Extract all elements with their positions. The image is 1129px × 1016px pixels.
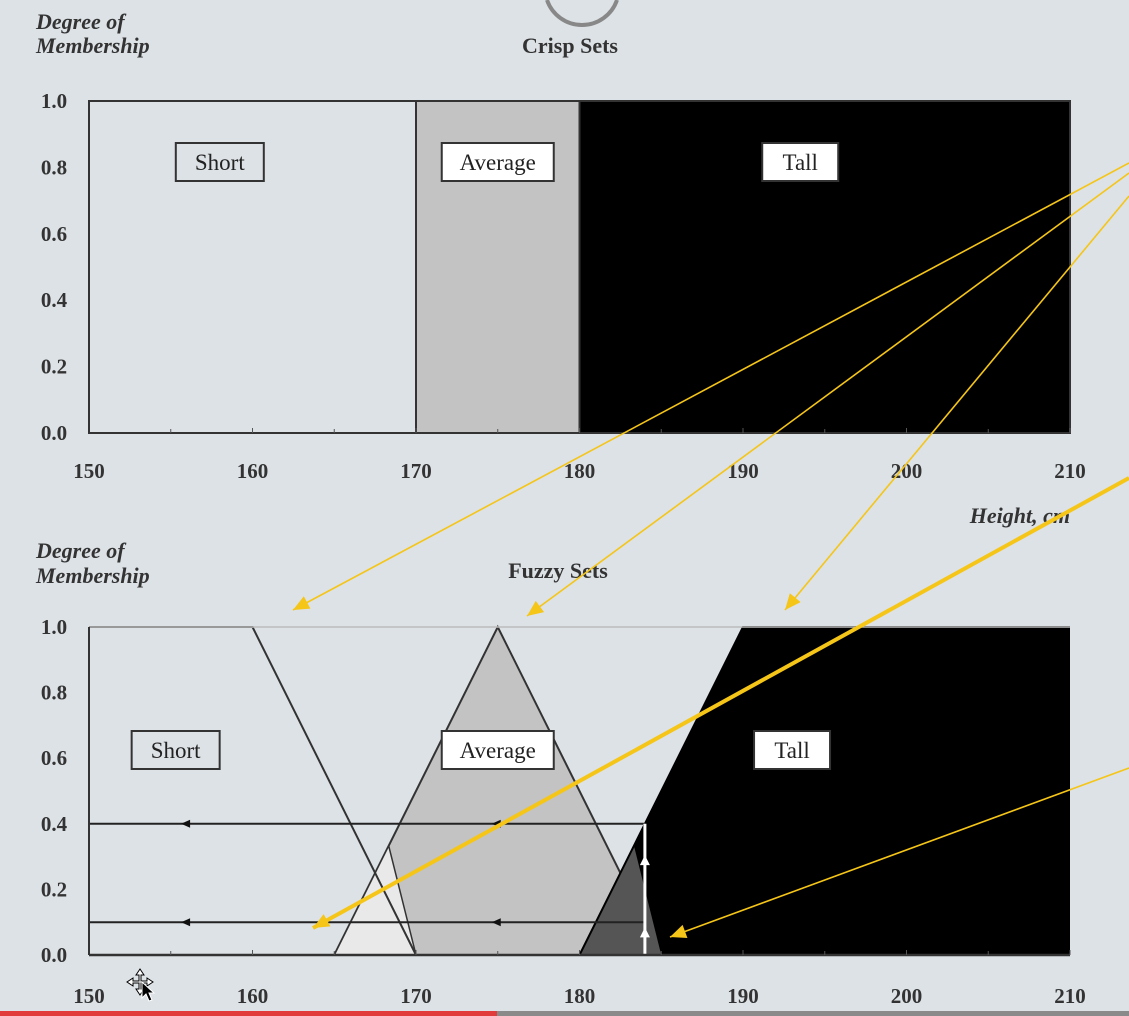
crisp-xtick-label: 150 (73, 459, 105, 483)
yellow-annotation-arrow (669, 767, 1129, 938)
yellow-annotation-arrow (784, 195, 1129, 611)
crisp-ytick-label: 0.0 (41, 421, 67, 445)
crisp-ytick-label: 0.8 (41, 155, 67, 179)
fuzzy-title: Fuzzy Sets (508, 558, 608, 583)
fuzzy-ytick-label: 0.2 (41, 877, 67, 901)
fuzzy-tall-label-text: Tall (774, 738, 809, 763)
crisp-average-label: Average (440, 142, 555, 182)
fuzzy-xtick-label: 160 (237, 984, 269, 1008)
crisp-ytick-label: 1.0 (41, 89, 67, 113)
fuzzy-xtick-label: 170 (400, 984, 432, 1008)
fuzzy-ytick-label: 0.6 (41, 746, 67, 770)
fuzzy-marker-arrowhead (639, 927, 650, 938)
video-progress-bar[interactable] (0, 1011, 497, 1016)
crisp-xtick-label: 190 (727, 459, 759, 483)
fuzzy-xtick-label: 180 (564, 984, 596, 1008)
fuzzy-ylabel-line2: Membership (35, 563, 150, 588)
crisp-average-label-text: Average (460, 150, 536, 175)
crisp-ytick-label: 0.2 (41, 355, 67, 379)
crisp-tall-label-text: Tall (783, 150, 818, 175)
fuzzy-level-arrowhead (181, 819, 191, 828)
yellow-annotation-arrow (312, 476, 1129, 930)
yellow-arrowhead-icon (527, 600, 545, 616)
fuzzy-marker-arrowhead (639, 855, 650, 866)
fuzzy-ytick-label: 0.4 (41, 812, 68, 836)
fuzzy-average-label: Average (440, 730, 555, 770)
crisp-xlabel: Height, cm (969, 503, 1070, 528)
fuzzy-ytick-label: 1.0 (41, 615, 67, 639)
yellow-annotation-arrow (526, 172, 1129, 617)
fuzzy-level-arrowhead (491, 918, 501, 927)
crisp-ylabel-line2: Membership (35, 33, 150, 58)
annotation-arrows (292, 162, 1129, 939)
yellow-arrowhead-icon (785, 593, 801, 610)
fuzzy-average-label-text: Average (460, 738, 536, 763)
fuzzy-ytick-label: 0.8 (41, 681, 67, 705)
fuzzy-ytick-label: 0.0 (41, 943, 67, 967)
crisp-title: Crisp Sets (522, 33, 618, 58)
crisp-short-label-text: Short (195, 150, 245, 175)
yellow-arrowhead-icon (670, 924, 688, 939)
yellow-arrowhead-icon (293, 596, 311, 610)
move-cursor-icon (126, 968, 156, 1002)
fuzzy-xtick-label: 190 (727, 984, 759, 1008)
fuzzy-xtick-label: 210 (1054, 984, 1086, 1008)
yellow-annotation-arrow (292, 162, 1129, 611)
crisp-short-label: Short (174, 142, 265, 182)
fuzzy-short-label: Short (130, 730, 221, 770)
crisp-ytick-label: 0.6 (41, 222, 67, 246)
fuzzy-short-label-text: Short (151, 738, 201, 763)
crisp-sets-chart: Degree of Membership Crisp Sets 0.0 0.2 0.… (35, 9, 1086, 528)
logo-fragment-icon (545, 0, 619, 27)
crisp-xtick-label: 160 (237, 459, 269, 483)
fuzzy-tall-label: Tall (753, 730, 832, 770)
crisp-xtick-label: 170 (400, 459, 432, 483)
crisp-ytick-label: 0.4 (41, 288, 68, 312)
fuzzy-level-arrowhead (181, 918, 191, 927)
crisp-xtick-label: 210 (1054, 459, 1086, 483)
fuzzy-xtick-label: 150 (73, 984, 105, 1008)
crisp-tall-label: Tall (761, 142, 840, 182)
fuzzy-ylabel-line1: Degree of (35, 538, 127, 563)
crisp-ylabel-line1: Degree of (35, 9, 127, 34)
fuzzy-average-tall-overlap (579, 845, 662, 955)
yellow-arrowhead-icon (313, 914, 331, 928)
video-progress-track[interactable] (0, 1011, 1129, 1016)
fuzzy-xtick-label: 200 (891, 984, 923, 1008)
fuzzy-sets-chart: Degree of Membership Fuzzy Sets 0.0 0.2 0.… (35, 538, 1086, 1008)
